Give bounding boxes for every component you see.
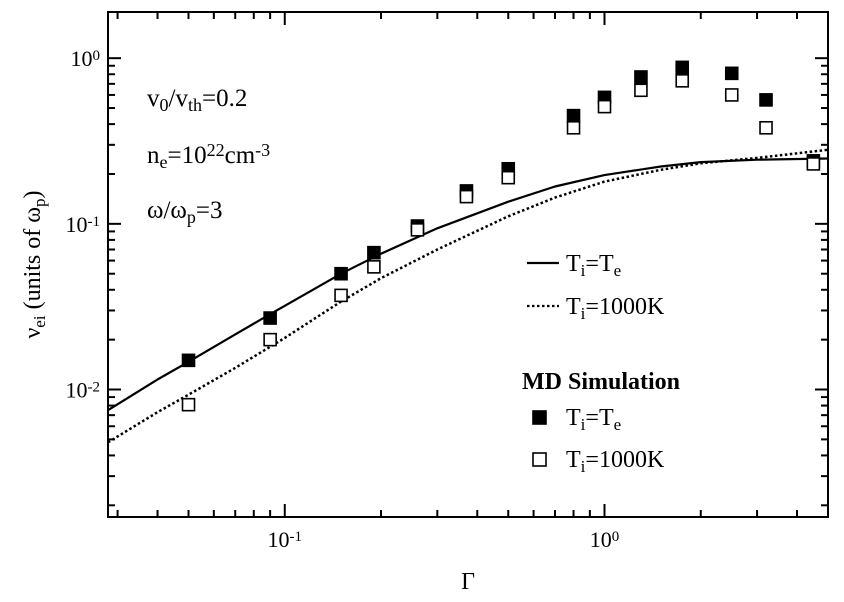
marker-md_1000 <box>634 83 648 98</box>
legend: Ti=Te Ti=1000K Ti=Te Ti=1000K MD Simulation <box>522 251 680 476</box>
series-lines <box>108 148 828 444</box>
legend-label-md_1000: Ti=1000K <box>566 447 665 476</box>
axis-ticks <box>108 12 829 517</box>
marker-md_1000 <box>181 397 196 412</box>
marker-md_te <box>367 245 381 260</box>
marker-md_1000 <box>459 189 474 204</box>
marker-md_te <box>675 60 690 75</box>
series-line-line_te <box>108 157 828 412</box>
x-tick-label: 100 <box>590 527 620 552</box>
marker-md_te <box>334 266 348 281</box>
marker-md_te <box>759 93 773 107</box>
marker-md_1000 <box>724 88 739 102</box>
marker-md_1000 <box>759 120 773 135</box>
x-tick-label: 10-1 <box>268 527 303 552</box>
marker-md_1000 <box>367 260 381 274</box>
marker-md_1000 <box>806 157 821 171</box>
series-line-line_1000 <box>108 148 828 444</box>
marker-md_te <box>263 311 277 325</box>
marker-md_te <box>634 70 648 84</box>
y-tick-label: 10-1 <box>66 212 101 237</box>
series-markers <box>181 60 821 412</box>
plot-frame <box>107 11 829 518</box>
legend-heading: MD Simulation <box>522 369 680 395</box>
x-axis-label: Γ <box>461 569 475 595</box>
marker-md_1000 <box>334 288 348 303</box>
marker-md_1000 <box>501 170 516 185</box>
y-tick-label: 10-2 <box>66 378 101 403</box>
y-axis-label: νei (units of ωp) <box>20 190 49 338</box>
marker-md_te <box>566 108 581 123</box>
legend-label-line_1000: Ti=1000K <box>566 294 665 323</box>
annotation-2: ne=1022cm-3 <box>147 140 270 173</box>
marker-md_1000 <box>263 332 277 347</box>
marker-md_1000 <box>410 223 425 237</box>
marker-md_1000 <box>597 99 612 114</box>
annotation-3: ω/ωp=3 <box>147 197 222 227</box>
marker-md_1000 <box>675 74 690 88</box>
marker-md_te <box>724 66 739 81</box>
legend-label-md_te: Ti=Te <box>566 405 621 434</box>
axis-tick-labels: 10-1 100 10-2 10-1 100 <box>66 46 620 552</box>
y-tick-label: 100 <box>71 46 101 71</box>
legend-swatch-md_te <box>532 410 547 425</box>
legend-swatch-md_1000 <box>532 452 547 467</box>
legend-label-line_te: Ti=Te <box>566 251 621 280</box>
marker-md_te <box>181 353 196 368</box>
annotation-1: v0/vth=0.2 <box>147 85 247 115</box>
marker-md_1000 <box>566 120 581 135</box>
annotations: v0/vth=0.2 ne=1022cm-3 ω/ωp=3 <box>147 85 270 227</box>
